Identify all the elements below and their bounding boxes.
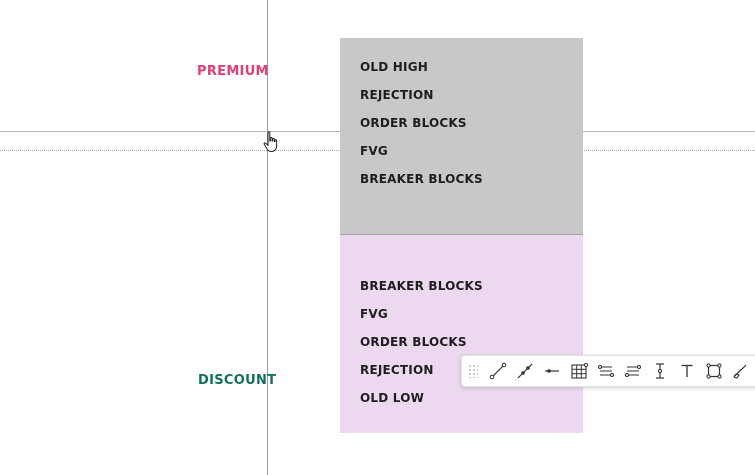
hand-cursor-icon bbox=[263, 131, 278, 152]
horizontal-ray-icon[interactable] bbox=[538, 358, 565, 384]
premium-label: PREMIUM bbox=[197, 64, 269, 79]
premium-list: OLD HIGH REJECTION ORDER BLOCKS FVG BREA… bbox=[360, 59, 483, 199]
text-icon[interactable] bbox=[673, 358, 700, 384]
discount-item-fvg: FVG bbox=[360, 307, 388, 321]
drawing-toolbar bbox=[461, 355, 755, 387]
rectangle-icon[interactable] bbox=[700, 358, 727, 384]
trend-line-icon[interactable] bbox=[484, 358, 511, 384]
discount-item-rejection: REJECTION bbox=[360, 363, 434, 377]
premium-item-rejection: REJECTION bbox=[360, 88, 434, 102]
premium-item-fvg: FVG bbox=[360, 144, 388, 158]
discount-box[interactable]: BREAKER BLOCKS FVG ORDER BLOCKS REJECTIO… bbox=[340, 235, 583, 433]
drag-handle[interactable] bbox=[468, 364, 478, 378]
discount-item-breaker-blocks: BREAKER BLOCKS bbox=[360, 279, 483, 293]
brush-icon[interactable] bbox=[727, 358, 754, 384]
discount-item-order-blocks: ORDER BLOCKS bbox=[360, 335, 467, 349]
premium-item-old-high: OLD HIGH bbox=[360, 60, 428, 74]
discount-list: BREAKER BLOCKS FVG ORDER BLOCKS REJECTIO… bbox=[360, 278, 483, 418]
premium-item-order-blocks: ORDER BLOCKS bbox=[360, 116, 467, 130]
grid-icon[interactable] bbox=[565, 358, 592, 384]
discount-label: DISCOUNT bbox=[198, 373, 277, 388]
ray-icon[interactable] bbox=[511, 358, 538, 384]
discount-item-old-low: OLD LOW bbox=[360, 391, 425, 405]
parallel-channel-icon[interactable] bbox=[592, 358, 619, 384]
regression-channel-icon[interactable] bbox=[619, 358, 646, 384]
crosshair-vertical-line bbox=[267, 0, 268, 475]
vertical-cursor-icon[interactable] bbox=[646, 358, 673, 384]
premium-box[interactable]: OLD HIGH REJECTION ORDER BLOCKS FVG BREA… bbox=[340, 38, 583, 235]
premium-item-breaker-blocks: BREAKER BLOCKS bbox=[360, 172, 483, 186]
